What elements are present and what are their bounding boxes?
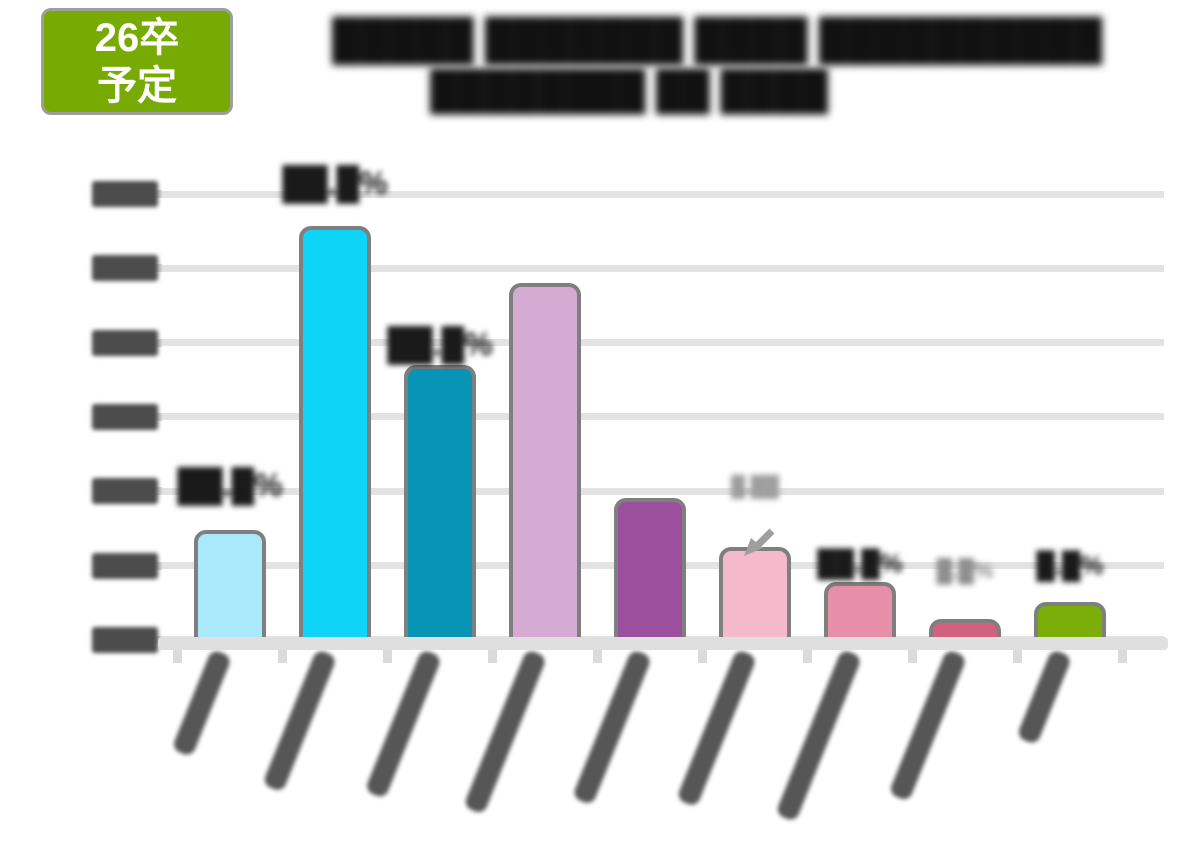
gridline	[162, 190, 1164, 198]
x-axis-tick-stub	[488, 650, 497, 663]
bar-value-label-redacted: ██.█%	[177, 467, 283, 503]
x-axis-category-label-redacted	[262, 648, 338, 793]
x-axis-baseline	[158, 637, 1168, 650]
x-axis-tick-stub	[383, 650, 392, 663]
x-axis-tick-stub	[698, 650, 707, 663]
y-axis-tick-label-redacted	[92, 552, 158, 579]
x-axis-tick-stub	[593, 650, 602, 663]
y-axis-tick-label-redacted	[92, 626, 158, 653]
bar-value-label-redacted: ██.█%	[817, 548, 903, 578]
bar-value-label-redacted: █.██	[730, 476, 780, 498]
bar-4	[509, 282, 581, 648]
x-axis-tick-stub	[1118, 650, 1127, 663]
x-axis-category-label-redacted	[571, 648, 653, 806]
bar-5	[614, 498, 686, 648]
x-axis-tick-stub	[1013, 650, 1022, 663]
bar-value-label-redacted: █.█%	[936, 558, 994, 583]
bar-2	[299, 226, 371, 648]
x-axis-category-label-redacted	[775, 648, 863, 823]
grad-year-badge: 26卒 予定	[41, 8, 233, 115]
y-axis-tick-label-redacted	[92, 255, 158, 282]
y-axis-tick-label-redacted	[92, 181, 158, 207]
y-axis-tick-label-redacted	[92, 478, 158, 505]
x-axis-category-label-redacted	[171, 648, 233, 758]
annotation-arrow-icon	[741, 528, 775, 563]
x-axis-tick-stub	[173, 650, 182, 663]
x-axis-category-label-redacted	[1016, 648, 1073, 746]
x-axis-tick-stub	[908, 650, 917, 663]
x-axis-category-label-redacted	[676, 648, 758, 808]
bar-value-label-redacted: █.█%	[1036, 550, 1104, 580]
bar-1	[194, 529, 266, 648]
y-axis-tick-label-redacted	[92, 329, 158, 356]
chart-title-line2-redacted: ████████ ██ ████	[430, 70, 829, 112]
x-axis-tick-stub	[278, 650, 287, 663]
grad-year-badge-line2: 予定	[97, 63, 177, 108]
x-axis-category-label-redacted	[463, 648, 548, 815]
gridline	[162, 339, 1164, 347]
grad-year-badge-line1: 26卒	[94, 15, 180, 60]
x-axis-category-label-redacted	[888, 648, 968, 802]
bar-value-label-redacted: ██.█%	[282, 165, 388, 201]
gridline	[162, 487, 1164, 495]
gridline	[162, 264, 1164, 272]
x-axis-tick-stub	[803, 650, 812, 663]
gridline	[162, 413, 1164, 421]
chart-title-line1-redacted: █████ ███████ ████ ██████████	[332, 18, 1103, 62]
bar-3	[404, 364, 476, 648]
x-axis-category-label-redacted	[364, 648, 443, 799]
bar-value-label-redacted: ██.█%	[387, 326, 493, 362]
y-axis-tick-label-redacted	[92, 403, 158, 430]
